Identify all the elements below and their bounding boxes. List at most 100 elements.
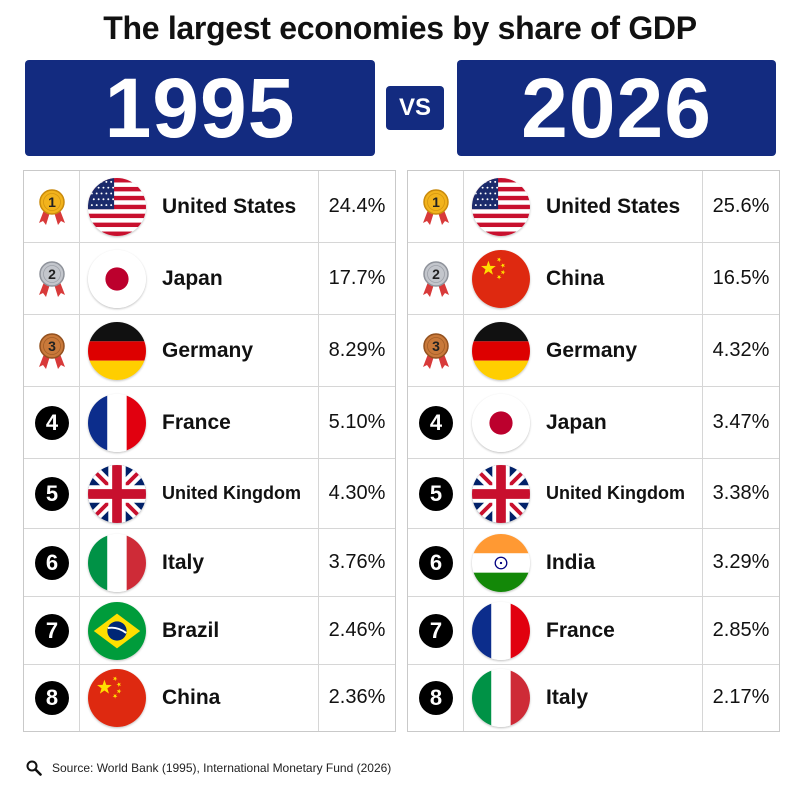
gdp-share-value: 4.32% — [712, 339, 770, 361]
gdp-share-value: 2.85% — [712, 619, 770, 641]
country-name: China — [546, 267, 605, 290]
gdp-share-value: 3.76% — [328, 551, 386, 573]
vs-badge: VS — [386, 86, 444, 130]
table-row: 1 United States 24.4% — [24, 171, 395, 243]
year-banner-2026: 2026 — [457, 60, 776, 156]
italy-flag-icon — [472, 669, 530, 727]
country-name: Italy — [162, 551, 205, 574]
rank-7-icon: 7 — [417, 612, 455, 650]
germany-flag-icon — [88, 322, 146, 380]
country-name: Japan — [546, 411, 607, 434]
gold-medal-icon: 1 — [33, 188, 71, 226]
table-row: 4 Japan 3.47% — [408, 387, 779, 459]
svg-text:3: 3 — [48, 338, 56, 354]
japan-flag-icon — [88, 250, 146, 308]
gdp-share-value: 5.10% — [328, 411, 386, 433]
table-row: 6 Italy 3.76% — [24, 529, 395, 597]
svg-text:4: 4 — [430, 410, 443, 435]
india-flag-icon — [472, 534, 530, 592]
svg-text:7: 7 — [430, 618, 442, 643]
svg-text:4: 4 — [46, 410, 59, 435]
table-row: 7 Brazil 2.46% — [24, 597, 395, 665]
column-divider — [318, 171, 319, 731]
gold-medal-icon: 1 — [417, 188, 455, 226]
france-flag-icon — [88, 394, 146, 452]
us-flag-icon — [88, 178, 146, 236]
svg-text:1: 1 — [432, 194, 440, 210]
gdp-share-value: 16.5% — [712, 267, 770, 289]
column-divider — [79, 171, 80, 731]
column-divider — [463, 171, 464, 731]
italy-flag-icon — [88, 534, 146, 592]
svg-text:6: 6 — [430, 550, 442, 575]
country-name: China — [162, 686, 221, 709]
svg-text:8: 8 — [46, 685, 58, 710]
germany-flag-icon — [472, 322, 530, 380]
bronze-medal-icon: 3 — [33, 332, 71, 370]
country-name: United States — [546, 195, 681, 218]
svg-text:2: 2 — [432, 266, 440, 282]
rank-5-icon: 5 — [417, 475, 455, 513]
gdp-share-value: 8.29% — [328, 339, 386, 361]
country-name: Italy — [546, 686, 589, 709]
rank-4-icon: 4 — [33, 404, 71, 442]
uk-flag-icon — [472, 465, 530, 523]
silver-medal-icon: 2 — [417, 260, 455, 298]
uk-flag-icon — [88, 465, 146, 523]
country-name: United States — [162, 195, 297, 218]
svg-text:5: 5 — [46, 481, 58, 506]
country-name: Brazil — [162, 619, 220, 642]
china-flag-icon — [472, 250, 530, 308]
year-banner-1995: 1995 — [25, 60, 375, 156]
rank-8-icon: 8 — [33, 679, 71, 717]
table-row: 3 Germany 8.29% — [24, 315, 395, 387]
table-row: 4 France 5.10% — [24, 387, 395, 459]
country-name: France — [162, 411, 231, 434]
gdp-share-value: 24.4% — [328, 195, 386, 217]
china-flag-icon — [88, 669, 146, 727]
country-name: United Kingdom — [162, 483, 301, 503]
magnifier-icon — [26, 760, 42, 776]
japan-flag-icon — [472, 394, 530, 452]
ranking-table-2026: 1 United States 25.6% 2 China 16.5% 3 Germany 4.… — [407, 170, 780, 732]
gdp-share-value: 3.38% — [712, 482, 770, 504]
brazil-flag-icon — [88, 602, 146, 660]
france-flag-icon — [472, 602, 530, 660]
country-name: Germany — [162, 339, 254, 362]
svg-text:8: 8 — [430, 685, 442, 710]
source-note: Source: World Bank (1995), International… — [26, 760, 391, 776]
svg-text:3: 3 — [432, 338, 440, 354]
silver-medal-icon: 2 — [33, 260, 71, 298]
gdp-share-value: 3.29% — [712, 551, 770, 573]
gdp-share-value: 2.36% — [328, 686, 386, 708]
svg-text:6: 6 — [46, 550, 58, 575]
gdp-share-value: 3.47% — [712, 411, 770, 433]
svg-text:1: 1 — [48, 194, 56, 210]
table-row: 3 Germany 4.32% — [408, 315, 779, 387]
gdp-share-value: 2.46% — [328, 619, 386, 641]
rank-6-icon: 6 — [417, 544, 455, 582]
table-row: 1 United States 25.6% — [408, 171, 779, 243]
svg-text:5: 5 — [430, 481, 442, 506]
table-row: 8 China 2.36% — [24, 665, 395, 730]
bronze-medal-icon: 3 — [417, 332, 455, 370]
table-row: 2 China 16.5% — [408, 243, 779, 315]
country-name: India — [546, 551, 596, 574]
country-name: Japan — [162, 267, 223, 290]
page-title: The largest economies by share of GDP — [103, 10, 697, 46]
gdp-share-value: 25.6% — [712, 195, 770, 217]
table-row: 6 India 3.29% — [408, 529, 779, 597]
source-text: Source: World Bank (1995), International… — [52, 761, 392, 775]
svg-text:7: 7 — [46, 618, 58, 643]
table-row: 2 Japan 17.7% — [24, 243, 395, 315]
ranking-table-1995: 1 United States 24.4% 2 Japan 17.7% 3 Germany 8.… — [23, 170, 396, 732]
rank-8-icon: 8 — [417, 679, 455, 717]
gdp-share-value: 4.30% — [328, 482, 386, 504]
table-row: 5 United Kingdom 4.30% — [24, 459, 395, 529]
country-name: France — [546, 619, 615, 642]
svg-text:2: 2 — [48, 266, 56, 282]
rank-5-icon: 5 — [33, 475, 71, 513]
country-name: United Kingdom — [546, 483, 685, 503]
rank-7-icon: 7 — [33, 612, 71, 650]
column-divider — [702, 171, 703, 731]
